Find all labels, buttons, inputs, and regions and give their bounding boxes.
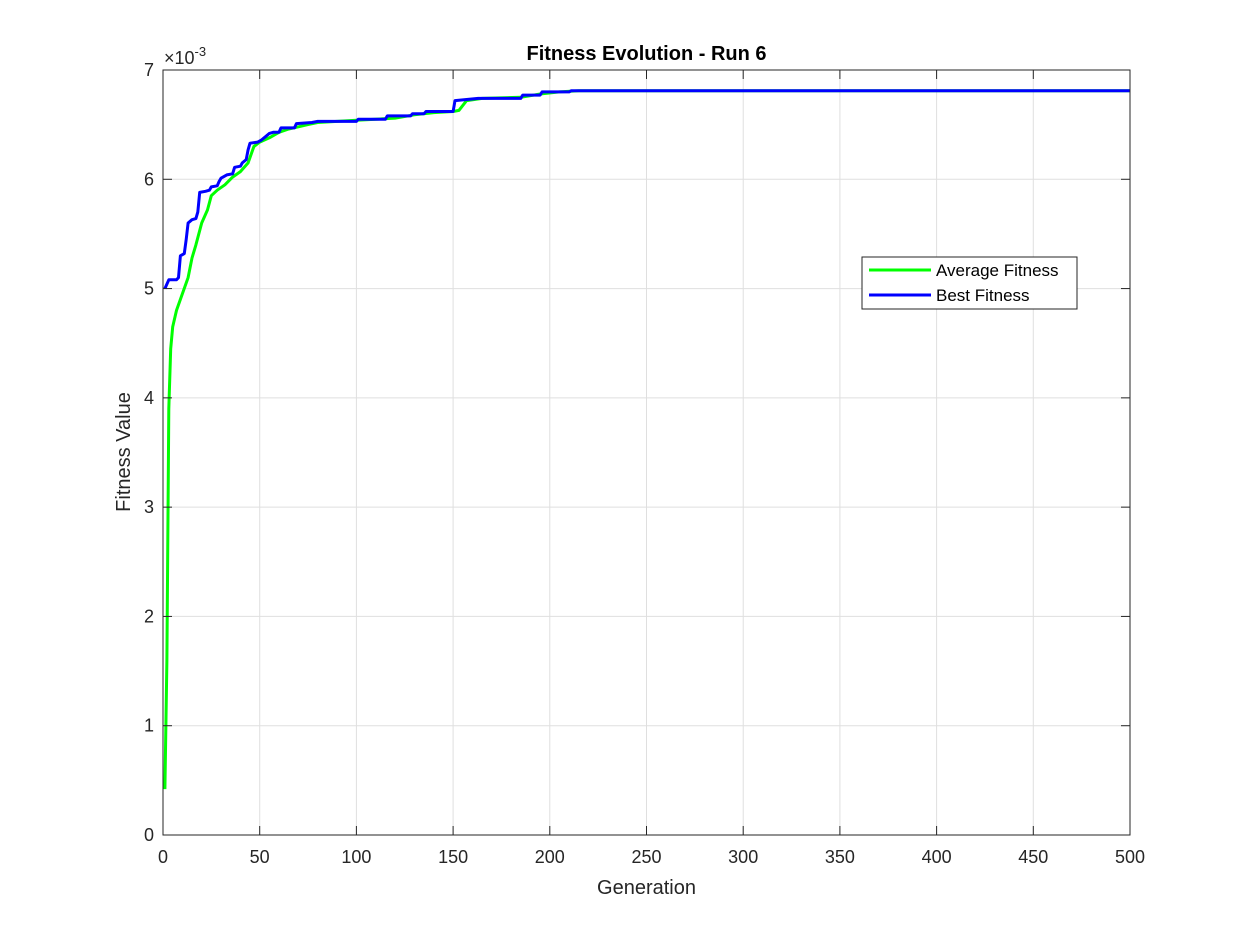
x-axis-label: Generation <box>597 877 696 899</box>
svg-text:×10-3: ×10-3 <box>164 44 206 68</box>
exponent-power: -3 <box>195 44 207 59</box>
legend: Average Fitness Best Fitness <box>861 256 1078 310</box>
series-line-average-fitness <box>163 89 1130 790</box>
series-line-best-fitness <box>163 89 1130 290</box>
y-tick-label: 7 <box>144 60 154 80</box>
legend-box <box>861 256 1078 310</box>
x-tick-label: 350 <box>825 847 855 867</box>
y-tick-label: 2 <box>144 606 154 626</box>
series-layer <box>163 89 1130 790</box>
y-tick-label: 6 <box>144 169 154 189</box>
y-axis-label: Fitness Value <box>113 392 135 512</box>
x-tick-label: 300 <box>728 847 758 867</box>
chart-title: Fitness Evolution - Run 6 <box>526 43 766 65</box>
y-exponent-label: ×10-3 <box>164 44 206 68</box>
x-tick-label: 500 <box>1115 847 1145 867</box>
x-tick-label: 400 <box>922 847 952 867</box>
legend-label-best-fitness: Best Fitness <box>936 286 1030 305</box>
x-tick-label: 200 <box>535 847 565 867</box>
y-tick-label: 1 <box>144 716 154 736</box>
x-tick-label: 0 <box>158 847 168 867</box>
x-tick-label: 150 <box>438 847 468 867</box>
y-tick-label: 4 <box>144 388 154 408</box>
tick-marks <box>162 69 1131 836</box>
y-tick-labels: 0 1 2 3 4 5 6 7 <box>144 60 154 845</box>
x-tick-label: 450 <box>1018 847 1048 867</box>
x-tick-labels: 0 50 100 150 200 250 300 350 400 450 500 <box>158 847 1145 867</box>
exponent-base: ×10 <box>164 48 195 68</box>
x-tick-label: 100 <box>341 847 371 867</box>
y-tick-label: 5 <box>144 279 154 299</box>
x-tick-label: 250 <box>631 847 661 867</box>
legend-label-average-fitness: Average Fitness <box>936 261 1059 280</box>
y-tick-label: 3 <box>144 497 154 517</box>
y-tick-label: 0 <box>144 825 154 845</box>
x-tick-label: 50 <box>250 847 270 867</box>
